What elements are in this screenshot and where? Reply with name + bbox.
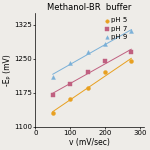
pH 7: [104, 60, 106, 62]
Title: Methanol-BR  buffer: Methanol-BR buffer: [47, 3, 132, 12]
pH 9: [104, 43, 106, 45]
pH 7: [130, 51, 132, 53]
pH 7: [87, 71, 89, 74]
X-axis label: v (mV/sec): v (mV/sec): [69, 138, 110, 147]
pH 7: [69, 82, 71, 85]
pH 9: [52, 76, 54, 78]
Legend: pH 5, pH 7, pH 9: pH 5, pH 7, pH 9: [104, 17, 128, 41]
pH 5: [104, 71, 106, 74]
pH 9: [130, 30, 132, 33]
pH 9: [69, 62, 71, 64]
pH 7: [52, 94, 54, 96]
pH 5: [52, 112, 54, 114]
pH 5: [130, 60, 132, 62]
pH 5: [69, 98, 71, 101]
pH 5: [87, 87, 89, 89]
pH 9: [87, 51, 89, 53]
Y-axis label: -Eₚ⁣ (mV): -Eₚ⁣ (mV): [3, 54, 12, 86]
